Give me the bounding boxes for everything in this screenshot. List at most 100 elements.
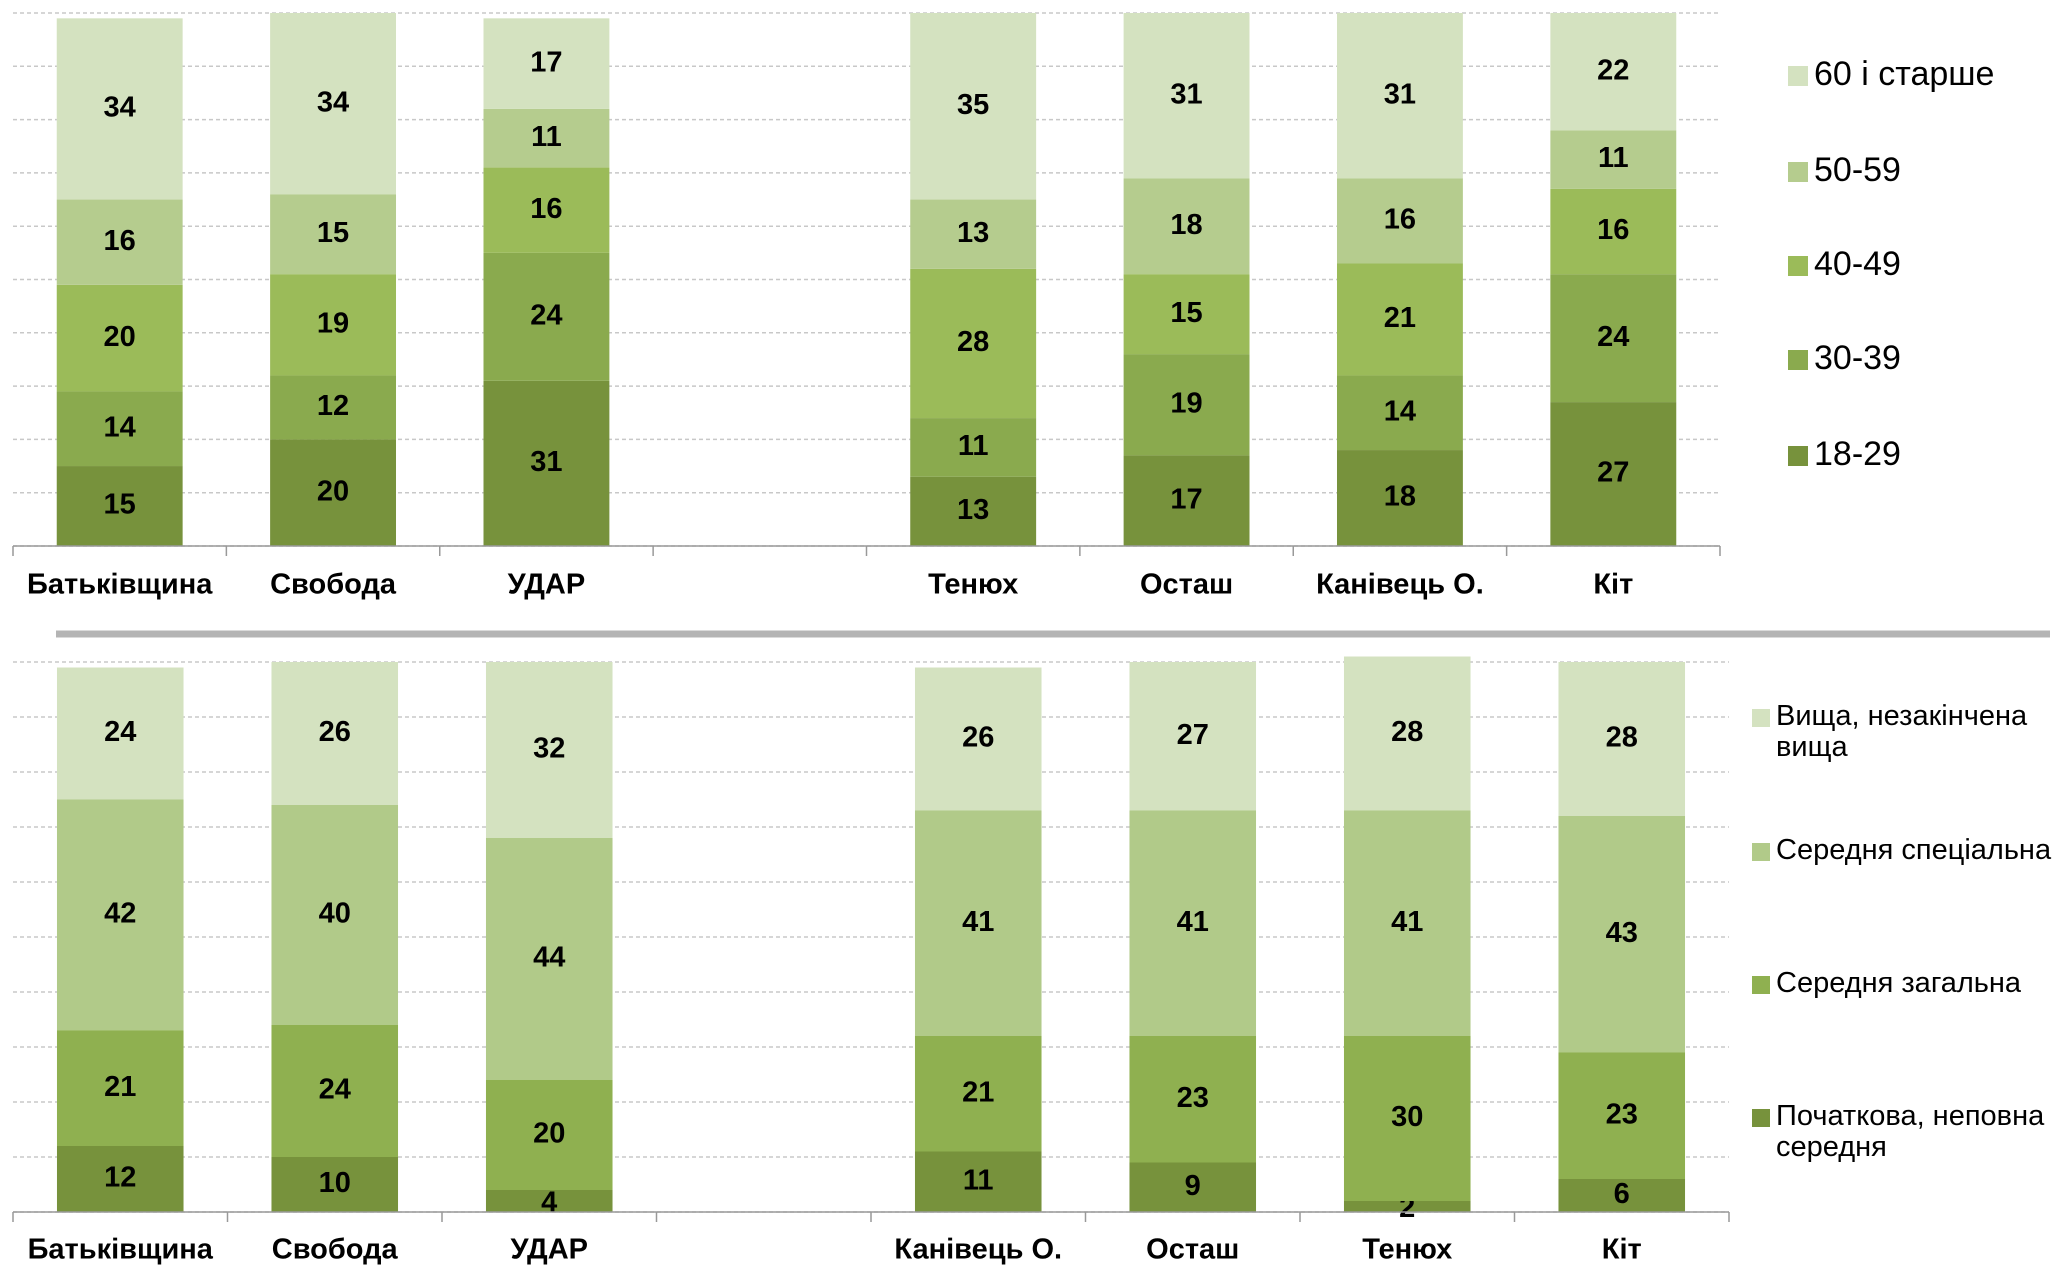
data-label: 4 xyxy=(541,1187,557,1219)
data-label: 12 xyxy=(104,1162,136,1194)
bar-segment xyxy=(1550,13,1677,131)
data-label: 10 xyxy=(319,1167,351,1199)
bar-segment xyxy=(1550,130,1677,189)
bar-segment xyxy=(56,1146,184,1212)
bar-segment xyxy=(271,1025,399,1157)
data-label: 28 xyxy=(1606,722,1638,754)
legend-label: 30-39 xyxy=(1814,338,1901,377)
bar-segment xyxy=(1343,1201,1471,1212)
bar-segment xyxy=(910,476,1037,546)
legend-swatch xyxy=(1752,709,1770,728)
bar-segment xyxy=(1129,662,1257,811)
legend-entry: Вища, незакінчена вища xyxy=(1752,700,2052,765)
data-label: 15 xyxy=(1170,297,1202,329)
legend-entry: Початкова, неповна середня xyxy=(1752,1099,2052,1165)
bar-segment xyxy=(914,810,1042,1036)
legend-swatch xyxy=(1788,255,1808,276)
bar-segment xyxy=(483,380,610,546)
legend-swatch xyxy=(1752,976,1770,995)
data-label: 11 xyxy=(531,121,562,153)
bar-segment xyxy=(910,418,1037,477)
data-label: 9 xyxy=(1185,1170,1201,1202)
data-label: 34 xyxy=(104,92,136,124)
data-label: 23 xyxy=(1177,1082,1209,1114)
data-label: 24 xyxy=(319,1074,351,1106)
data-label: 13 xyxy=(957,494,989,526)
x-tick-label: Осташ xyxy=(1146,1234,1239,1266)
data-label: 16 xyxy=(1597,214,1629,246)
bar-segment xyxy=(56,284,183,392)
x-tick-label: Канівець О. xyxy=(894,1234,1062,1266)
data-label: 11 xyxy=(963,1164,994,1196)
bar-segment xyxy=(485,662,613,838)
bar-segment xyxy=(914,1151,1042,1212)
bar-segment xyxy=(485,1190,613,1212)
legend-entry: 18-29 xyxy=(1788,434,2048,473)
data-label: 11 xyxy=(958,430,989,462)
legend-entry: 50-59 xyxy=(1788,150,2048,189)
bar-segment xyxy=(1336,450,1463,546)
data-label: 16 xyxy=(1384,204,1416,236)
legend-label: 50-59 xyxy=(1814,150,1901,189)
data-label: 26 xyxy=(319,716,351,748)
bar-segment xyxy=(56,199,183,285)
data-label: 18 xyxy=(1384,481,1416,513)
data-label: 21 xyxy=(1384,302,1416,334)
legend-label: Початкова, неповна середня xyxy=(1776,1099,2045,1164)
data-label: 41 xyxy=(1391,906,1423,938)
data-label: 24 xyxy=(530,299,562,331)
data-label: 27 xyxy=(1177,719,1209,751)
data-label: 23 xyxy=(1606,1098,1638,1130)
data-label: 22 xyxy=(1597,54,1629,86)
data-label: 41 xyxy=(1177,906,1209,938)
bar-segment xyxy=(1558,1179,1686,1212)
data-label: 15 xyxy=(104,489,136,521)
bar-segment xyxy=(1550,402,1677,546)
data-label: 44 xyxy=(533,942,565,974)
data-label: 24 xyxy=(1597,321,1629,353)
bar-segment xyxy=(483,108,610,168)
x-tick-label: Канівець О. xyxy=(1316,569,1484,601)
data-label: 32 xyxy=(533,733,565,765)
bar-segment xyxy=(1558,662,1686,816)
x-tick-label: Батьківщина xyxy=(28,1234,214,1266)
data-label: 31 xyxy=(1384,78,1416,110)
bar-segment xyxy=(271,805,399,1025)
legend-label: Середня загальна xyxy=(1776,966,2022,999)
bar-segment xyxy=(914,667,1042,811)
data-label: 34 xyxy=(317,86,349,118)
bar-segment xyxy=(56,667,184,800)
data-label: 15 xyxy=(317,217,349,249)
x-tick-label: Кіт xyxy=(1593,569,1633,601)
bar-segment xyxy=(485,1080,613,1190)
bar-segment xyxy=(271,662,399,805)
bar-segment xyxy=(483,252,610,381)
legend-label: Середня спеціальна xyxy=(1776,833,2052,866)
bar-segment xyxy=(1129,810,1257,1036)
legend-swatch xyxy=(1788,161,1808,182)
x-tick-label: Батьківщина xyxy=(27,569,213,601)
bar-segment xyxy=(1123,178,1250,275)
x-tick-label: Тенюх xyxy=(928,569,1018,601)
data-label: 16 xyxy=(104,225,136,257)
bar-segment xyxy=(1558,816,1686,1053)
data-label: 21 xyxy=(962,1076,994,1108)
legend-label: 18-29 xyxy=(1814,434,1901,473)
data-label: 28 xyxy=(957,326,989,358)
legend-entry: 30-39 xyxy=(1788,338,2048,377)
legend-swatch xyxy=(1788,349,1808,370)
bar-segment xyxy=(1550,274,1677,403)
bar-segment xyxy=(1123,354,1250,456)
x-tick-label: УДАР xyxy=(510,1234,588,1266)
data-label: 43 xyxy=(1606,917,1638,949)
bar-segment xyxy=(1336,178,1463,264)
bar-segment xyxy=(1129,1036,1257,1163)
bar-segment xyxy=(56,466,183,546)
data-label: 31 xyxy=(1170,78,1202,110)
legend-entry: Середня загальна xyxy=(1752,966,2052,1000)
bar-segment xyxy=(1343,656,1471,811)
bar-segment xyxy=(1343,810,1471,1036)
data-label: 20 xyxy=(533,1118,565,1150)
data-label: 14 xyxy=(104,411,136,443)
